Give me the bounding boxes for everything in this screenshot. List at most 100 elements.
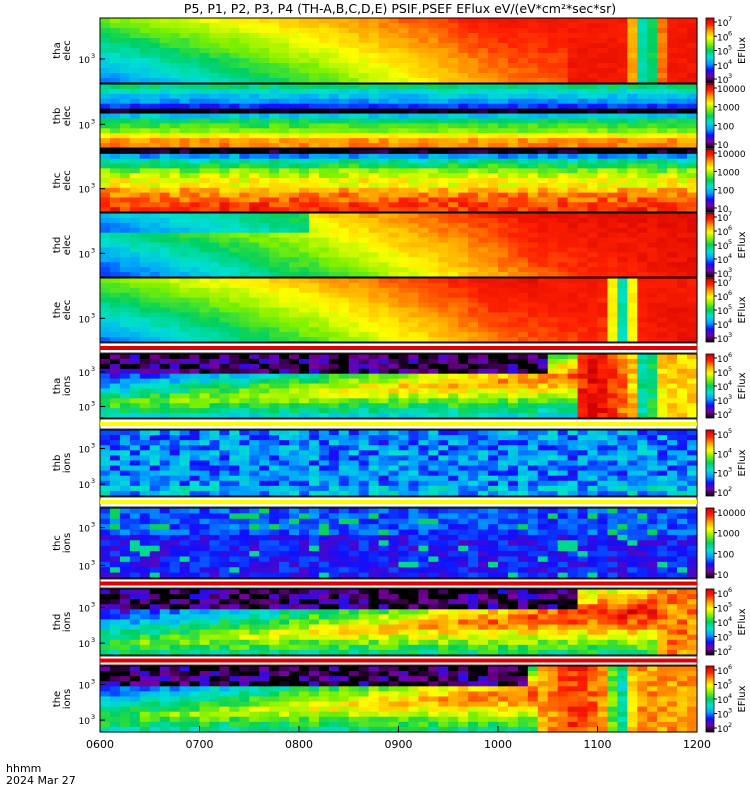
- spectrogram-cell: [537, 182, 549, 189]
- spectrogram-cell: [119, 78, 131, 84]
- spectrogram-cell: [677, 232, 688, 239]
- spectrogram-cell: [617, 192, 628, 199]
- spectrogram-cell: [527, 33, 539, 39]
- spectrogram-cell: [169, 123, 181, 129]
- spectrogram-cell: [458, 297, 469, 304]
- spectrogram-cell: [378, 93, 390, 100]
- spectrogram-cell: [119, 252, 131, 258]
- spectrogram-cell: [149, 242, 161, 249]
- spectrogram-cell: [687, 178, 698, 184]
- spectrogram-cell: [100, 368, 111, 375]
- spectrogram-cell: [478, 207, 489, 213]
- spectrogram-cell: [418, 123, 429, 129]
- spectrogram-cell: [478, 143, 489, 149]
- spectrogram-cell: [249, 123, 260, 129]
- spectrogram-cell: [657, 78, 668, 84]
- spectrogram-cell: [308, 297, 320, 304]
- spectrogram-cell: [229, 88, 240, 95]
- spectrogram-cell: [677, 368, 688, 375]
- spectrogram-cell: [318, 252, 330, 258]
- spectrogram-cell: [269, 373, 280, 380]
- spectrogram-cell: [318, 28, 330, 34]
- spectrogram-cell: [468, 368, 479, 375]
- spectrogram-cell: [488, 187, 499, 194]
- spectrogram-cell: [378, 103, 390, 110]
- spectrogram-cell: [269, 84, 280, 90]
- spectrogram-cell: [448, 38, 459, 44]
- spectrogram-cell: [458, 363, 469, 370]
- spectrogram-cell: [269, 133, 280, 139]
- spectrogram-cell: [468, 163, 479, 169]
- spectrogram-cell: [159, 58, 171, 64]
- spectrogram-cell: [100, 272, 111, 278]
- spectrogram-cell: [428, 118, 439, 124]
- spectrogram-cell: [488, 38, 499, 44]
- spectrogram-cell: [637, 272, 648, 278]
- spectrogram-cell: [567, 312, 579, 318]
- spectrogram-cell: [458, 358, 469, 365]
- spectrogram-cell: [478, 222, 489, 229]
- spectrogram-cell: [488, 297, 499, 304]
- spectrogram-cell: [617, 58, 628, 64]
- spectrogram-cell: [498, 78, 509, 84]
- spectrogram-cell: [368, 287, 380, 294]
- spectrogram-cell: [209, 73, 220, 79]
- spectrogram-cell: [557, 297, 569, 304]
- spectrogram-cell: [428, 38, 439, 44]
- spectrogram-cell: [398, 58, 410, 64]
- spectrogram-cell: [687, 252, 698, 258]
- spectrogram-cell: [109, 28, 121, 34]
- spectrogram-cell: [100, 18, 111, 24]
- spectrogram-cell: [179, 460, 191, 467]
- spectrogram-cell: [199, 68, 211, 74]
- spectrogram-cell: [418, 388, 429, 394]
- spectrogram-cell: [498, 403, 509, 409]
- spectrogram-cell: [239, 113, 250, 120]
- spectrogram-cell: [567, 18, 579, 24]
- spectrogram-cell: [468, 307, 479, 314]
- spectrogram-cell: [299, 53, 310, 59]
- spectrogram-cell: [358, 217, 370, 224]
- spectrogram-cell: [488, 182, 499, 189]
- spectrogram-cell: [229, 278, 240, 284]
- spectrogram-cell: [597, 262, 609, 268]
- spectrogram-cell: [219, 368, 230, 375]
- spectrogram-cell: [438, 267, 449, 273]
- spectrogram-cell: [657, 378, 668, 385]
- spectrogram-cell: [279, 257, 290, 263]
- spectrogram-cell: [597, 133, 609, 139]
- spectrogram-cell: [617, 282, 628, 289]
- spectrogram-cell: [279, 317, 290, 323]
- spectrogram-cell: [219, 337, 230, 343]
- spectrogram-cell: [189, 237, 201, 244]
- spectrogram-cell: [100, 470, 111, 477]
- spectrogram-cell: [527, 217, 539, 224]
- spectrogram-cell: [289, 108, 300, 115]
- spectrogram-cell: [149, 113, 161, 120]
- spectrogram-cell: [667, 98, 678, 105]
- spectrogram-cell: [677, 354, 688, 360]
- spectrogram-cell: [577, 368, 589, 375]
- spectrogram-cell: [577, 63, 589, 69]
- spectrogram-cell: [139, 282, 151, 289]
- spectrogram-cell: [119, 149, 131, 155]
- spectrogram-cell: [408, 138, 419, 144]
- spectrogram-cell: [229, 388, 240, 394]
- spectrogram-cell: [388, 232, 400, 239]
- spectrogram-cell: [259, 197, 270, 203]
- spectrogram-cell: [299, 88, 310, 95]
- spectrogram-cell: [119, 182, 131, 189]
- spectrogram-cell: [547, 307, 559, 314]
- spectrogram-cell: [119, 28, 131, 34]
- spectrogram-cell: [607, 227, 618, 234]
- spectrogram-cell: [408, 207, 419, 213]
- spectrogram-cell: [279, 232, 290, 239]
- spectrogram-cell: [647, 383, 658, 390]
- spectrogram-cell: [677, 178, 688, 184]
- spectrogram-cell: [169, 213, 181, 219]
- spectrogram-cell: [597, 73, 609, 79]
- spectrogram-cell: [657, 278, 668, 284]
- spectrogram-cell: [100, 123, 111, 129]
- spectrogram-cell: [179, 187, 191, 194]
